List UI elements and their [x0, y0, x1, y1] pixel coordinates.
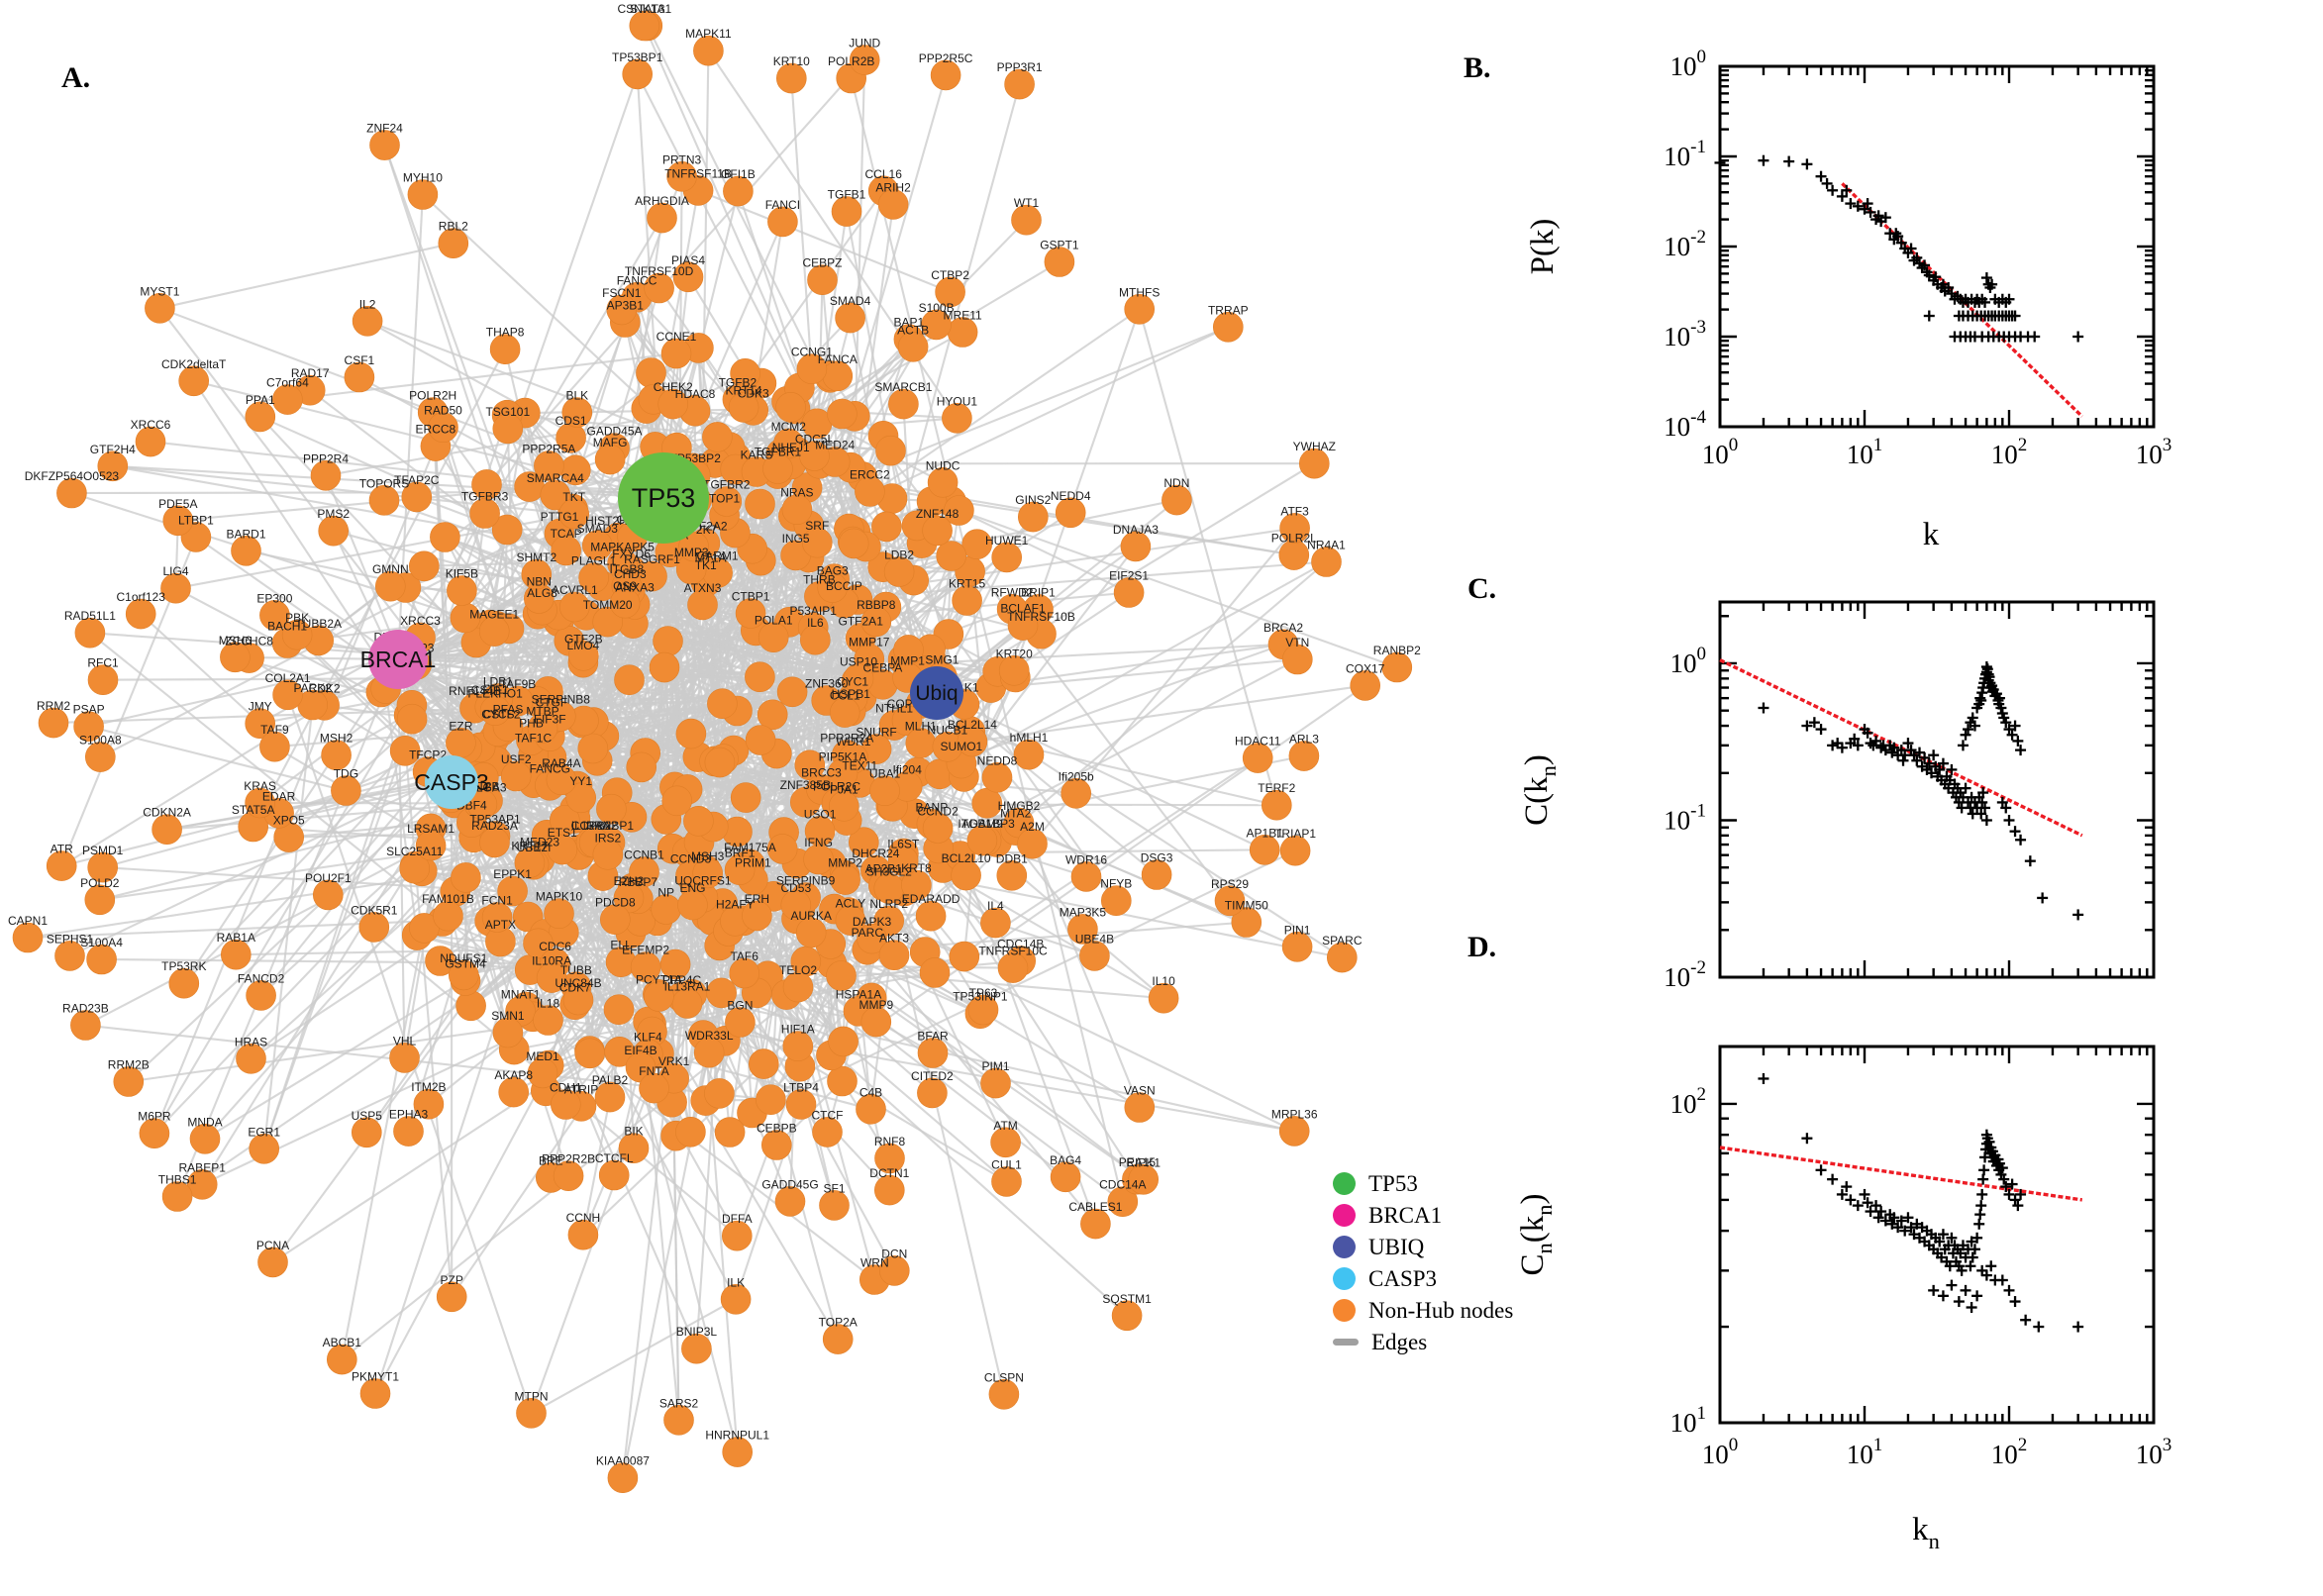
network-edge — [262, 73, 639, 1149]
legend-dot-icon — [1333, 1299, 1356, 1322]
network-node — [827, 1065, 858, 1097]
legend-label: CASP3 — [1368, 1266, 1438, 1291]
network-edge — [959, 509, 1398, 668]
network-edge — [201, 781, 453, 1185]
plot-panel-C: 100 10-1 10-2 C(kn​) — [1519, 600, 2156, 992]
legend-label: Edges — [1371, 1330, 1428, 1354]
legend-dot-icon — [1333, 1172, 1356, 1195]
network-edge — [658, 1051, 871, 1111]
legend-label: BRCA1 — [1368, 1203, 1443, 1228]
fit-line — [1719, 1146, 2082, 1202]
legend-edge-icon — [1333, 1339, 1359, 1346]
tick-label: 10-4 — [1664, 407, 1706, 442]
network-edge — [656, 221, 784, 995]
tick-label: 100 — [1702, 1435, 1739, 1469]
network-edge — [718, 211, 849, 1094]
plot-box — [1718, 64, 2156, 429]
scatter-points — [1758, 1072, 2084, 1333]
network-edge — [845, 211, 915, 581]
network-legend: TP53 BRCA1 UBIQ CASP3 Non-Hub nodes Edges — [1333, 1172, 1513, 1353]
legend-dot-icon — [1333, 1204, 1356, 1227]
network-edge — [936, 692, 1265, 851]
tick-label: 101 — [1670, 1403, 1707, 1438]
tick-label: 102 — [1991, 435, 2028, 469]
network-edge — [1031, 843, 1141, 1108]
x-axis-label: k — [1923, 517, 1940, 552]
tick-label: 102 — [1991, 1435, 2028, 1469]
panel-d-label: D. — [1467, 931, 1497, 963]
panel-b-label: B. — [1464, 51, 1491, 84]
y-axis-label: Cn​(kn​) — [1515, 1194, 1557, 1276]
tick-label: 10-2 — [1664, 957, 1706, 992]
legend-dot-icon — [1333, 1267, 1356, 1290]
legend-label: TP53 — [1368, 1171, 1418, 1196]
network-edge — [661, 497, 689, 1004]
network-edge — [697, 189, 951, 293]
network-edge — [250, 556, 810, 1060]
scatter-points — [1714, 154, 2084, 343]
network-edge — [262, 414, 509, 1149]
network-edge — [152, 427, 445, 1135]
network-edge — [60, 658, 399, 867]
network-edge — [140, 613, 261, 725]
tick-label: 10-2 — [1664, 227, 1706, 261]
network-edge — [493, 529, 509, 837]
scatter-points — [1758, 661, 2084, 921]
network-edge — [345, 500, 933, 792]
tick-label: 100 — [1670, 644, 1707, 678]
panel-a-label: A. — [61, 61, 91, 94]
legend-dot-icon — [1333, 1236, 1356, 1258]
legend-label: UBIQ — [1368, 1235, 1425, 1259]
network-panel: ALG8TAF9BARL3BANPMAGEE1DHCR24CDC14ATP53A… — [8, 2, 1421, 1493]
tick-label: 10-3 — [1664, 317, 1706, 351]
network-nodes — [12, 10, 1413, 1493]
network-edge — [850, 77, 1124, 1202]
y-axis-label: P(k) — [1525, 219, 1561, 275]
legend-item-brca1: BRCA1 — [1333, 1204, 1513, 1227]
network-edge — [834, 74, 948, 462]
tick-label: 100 — [1702, 435, 1739, 469]
tick-label: 10-1 — [1664, 137, 1706, 171]
network-edge — [259, 801, 1277, 807]
network-edge — [159, 242, 454, 310]
legend-item-non-hub-nodes: Non-Hub nodes — [1333, 1299, 1513, 1322]
tick-label: 101 — [1847, 1435, 1883, 1469]
legend-item-ubiq: UBIQ — [1333, 1236, 1513, 1258]
axis-ticks — [1718, 602, 2156, 979]
tick-label: 10-1 — [1664, 800, 1706, 835]
network-edge — [99, 691, 938, 901]
tick-label: 103 — [2136, 1435, 2172, 1469]
tick-label: 102 — [1670, 1084, 1707, 1119]
network-edge — [176, 658, 399, 1197]
plot-panel-B: 100 101 102 103 100 10-1 10-2 10-3 10-4 k P(k) — [1525, 47, 2172, 552]
axis-ticks — [1718, 64, 2156, 429]
panel-c-label: C. — [1467, 572, 1497, 605]
network-edge — [128, 781, 453, 1083]
legend-item-edges: Edges — [1333, 1331, 1513, 1353]
legend-item-casp3: CASP3 — [1333, 1267, 1513, 1290]
tick-label: 103 — [2136, 435, 2172, 469]
legend-label: Non-Hub nodes — [1368, 1298, 1514, 1323]
x-axis-label: kn​ — [1912, 1512, 1940, 1553]
tick-label: 101 — [1847, 435, 1883, 469]
network-edge — [397, 217, 663, 660]
network-edge — [936, 692, 1343, 958]
plot-box — [1718, 600, 2156, 979]
network-edge — [1138, 309, 1278, 806]
network-edge — [958, 509, 1130, 594]
y-axis-label: C(kn​) — [1519, 754, 1561, 826]
legend-item-tp53: TP53 — [1333, 1172, 1513, 1195]
network-edge — [695, 499, 1139, 1180]
tick-label: 100 — [1670, 47, 1707, 81]
